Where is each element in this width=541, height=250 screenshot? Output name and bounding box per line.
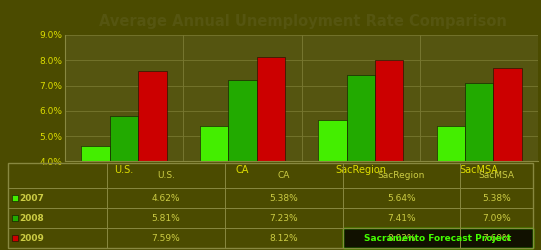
Text: U.S.: U.S. [157, 171, 175, 180]
Text: 5.64%: 5.64% [387, 194, 416, 203]
Bar [347, 75, 375, 250]
Text: 7.09%: 7.09% [482, 214, 511, 222]
Text: 8.02%: 8.02% [387, 234, 416, 242]
Bar [12, 196, 17, 201]
Text: 7.59%: 7.59% [151, 234, 180, 242]
Text: 5.38%: 5.38% [269, 194, 299, 203]
Bar [318, 120, 347, 250]
Text: CA: CA [278, 171, 290, 180]
Text: SacRegion: SacRegion [378, 171, 425, 180]
Bar [200, 126, 228, 250]
Text: 7.23%: 7.23% [269, 214, 298, 222]
Text: 5.38%: 5.38% [482, 194, 511, 203]
Bar [110, 116, 138, 250]
Bar [465, 83, 493, 250]
Text: 4.62%: 4.62% [151, 194, 180, 203]
Bar [437, 126, 465, 250]
Text: Sacramento Forecast Project: Sacramento Forecast Project [364, 234, 512, 242]
Bar [256, 57, 285, 250]
Bar [82, 146, 110, 250]
Text: 2008: 2008 [19, 214, 44, 222]
Text: 2007: 2007 [19, 194, 44, 203]
Bar [228, 80, 256, 250]
Bar [138, 70, 167, 250]
Text: 2009: 2009 [19, 234, 44, 242]
Bar [343, 228, 533, 248]
Text: 7.41%: 7.41% [387, 214, 416, 222]
Bar [493, 68, 522, 250]
Text: 7.69%: 7.69% [482, 234, 511, 242]
Bar [375, 60, 404, 250]
Bar [12, 215, 17, 221]
Text: 5.81%: 5.81% [151, 214, 180, 222]
Bar [12, 235, 17, 241]
Text: 8.12%: 8.12% [269, 234, 298, 242]
Text: Average Annual Unemployment Rate Comparison: Average Annual Unemployment Rate Compari… [99, 14, 507, 29]
Text: SacMSA: SacMSA [478, 171, 514, 180]
